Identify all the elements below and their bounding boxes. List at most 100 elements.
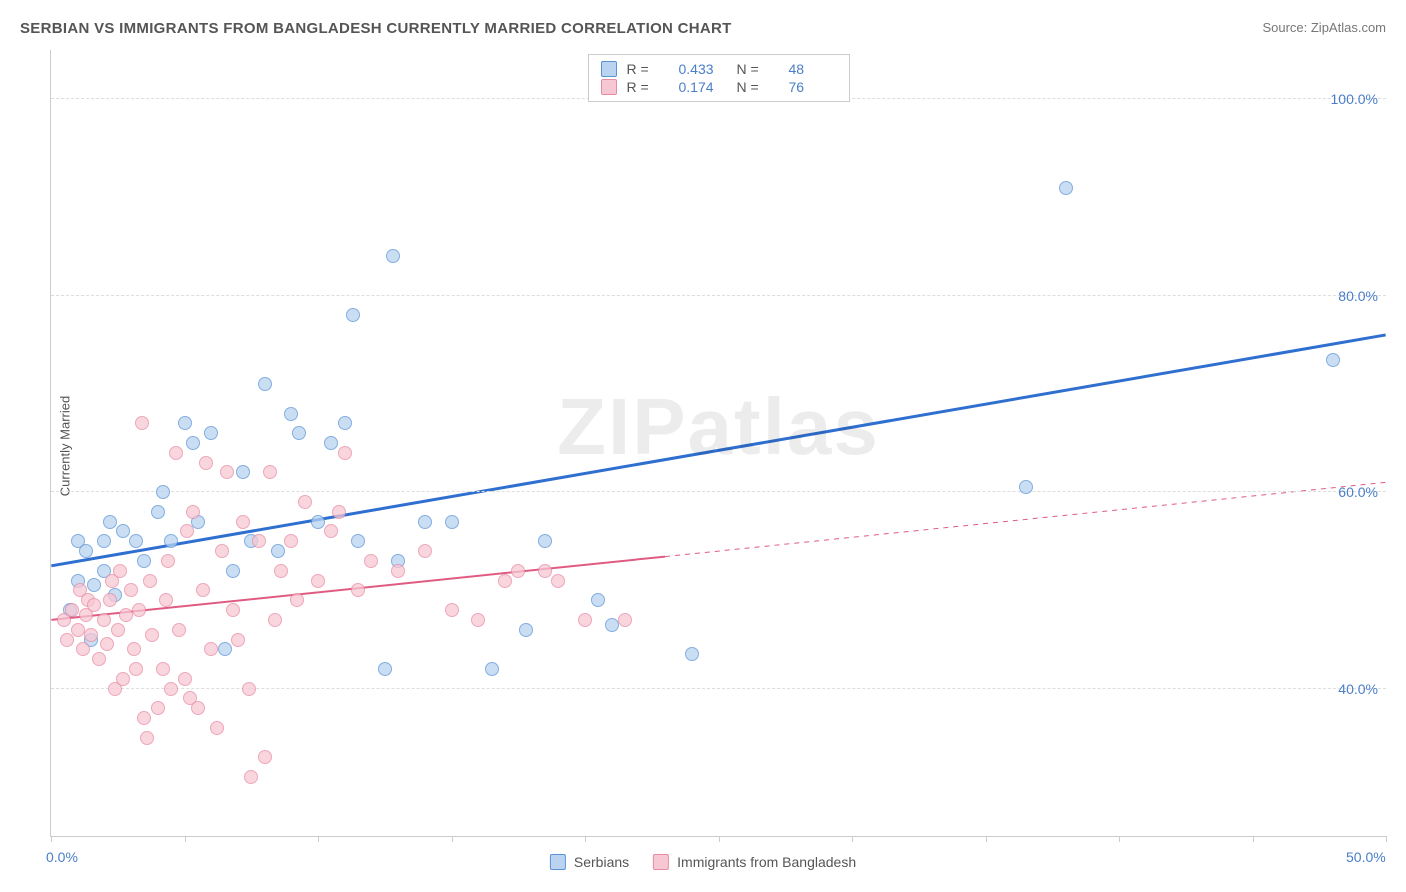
- scatter-point: [605, 618, 619, 632]
- scatter-point: [618, 613, 632, 627]
- scatter-point: [124, 583, 138, 597]
- scatter-point: [220, 465, 234, 479]
- scatter-point: [364, 554, 378, 568]
- scatter-point: [172, 623, 186, 637]
- scatter-point: [284, 534, 298, 548]
- scatter-point: [186, 436, 200, 450]
- scatter-point: [135, 416, 149, 430]
- scatter-point: [471, 613, 485, 627]
- x-tick: [719, 836, 720, 842]
- scatter-point: [386, 249, 400, 263]
- trend-lines-layer: [51, 50, 1386, 836]
- scatter-point: [210, 721, 224, 735]
- scatter-point: [258, 377, 272, 391]
- scatter-point: [378, 662, 392, 676]
- legend-stats-row: R = 0.174 N = 76: [601, 78, 837, 96]
- legend-series-label: Serbians: [574, 854, 629, 870]
- scatter-point: [79, 544, 93, 558]
- scatter-point: [119, 608, 133, 622]
- legend-swatch: [601, 61, 617, 77]
- x-tick: [318, 836, 319, 842]
- legend-stats-box: R =0.433N =48R =0.174N =76: [588, 54, 850, 102]
- scatter-point: [103, 515, 117, 529]
- scatter-point: [178, 416, 192, 430]
- scatter-point: [445, 515, 459, 529]
- scatter-point: [65, 603, 79, 617]
- scatter-point: [218, 642, 232, 656]
- scatter-point: [538, 564, 552, 578]
- scatter-point: [178, 672, 192, 686]
- scatter-point: [71, 623, 85, 637]
- scatter-point: [338, 416, 352, 430]
- scatter-point: [84, 628, 98, 642]
- scatter-point: [1059, 181, 1073, 195]
- legend-series-item: Serbians: [550, 854, 629, 870]
- scatter-point: [196, 583, 210, 597]
- gridline-horizontal: [51, 295, 1386, 296]
- scatter-point: [485, 662, 499, 676]
- x-tick: [852, 836, 853, 842]
- legend-n-value: 48: [789, 61, 837, 77]
- legend-r-value: 0.174: [679, 79, 727, 95]
- scatter-point: [156, 662, 170, 676]
- legend-swatch: [550, 854, 566, 870]
- scatter-point: [236, 515, 250, 529]
- legend-swatch: [601, 79, 617, 95]
- scatter-point: [292, 426, 306, 440]
- scatter-point: [215, 544, 229, 558]
- y-tick-label: 60.0%: [1338, 484, 1378, 500]
- scatter-point: [1326, 353, 1340, 367]
- legend-stats-row: R =0.433N =48: [601, 60, 837, 78]
- scatter-point: [391, 564, 405, 578]
- scatter-point: [551, 574, 565, 588]
- source-attribution: Source: ZipAtlas.com: [1262, 20, 1386, 35]
- scatter-point: [271, 544, 285, 558]
- scatter-point: [199, 456, 213, 470]
- scatter-point: [169, 446, 183, 460]
- scatter-point: [226, 603, 240, 617]
- scatter-point: [311, 574, 325, 588]
- scatter-point: [87, 578, 101, 592]
- scatter-point: [97, 534, 111, 548]
- legend-series-item: Immigrants from Bangladesh: [653, 854, 856, 870]
- scatter-point: [87, 598, 101, 612]
- legend-n-value: 76: [789, 79, 837, 95]
- scatter-point: [92, 652, 106, 666]
- scatter-point: [284, 407, 298, 421]
- scatter-point: [143, 574, 157, 588]
- scatter-point: [351, 583, 365, 597]
- scatter-point: [186, 505, 200, 519]
- legend-n-label: N =: [737, 61, 779, 77]
- scatter-point: [445, 603, 459, 617]
- scatter-point: [159, 593, 173, 607]
- legend-r-label: R =: [627, 79, 669, 95]
- scatter-point: [145, 628, 159, 642]
- scatter-point: [164, 534, 178, 548]
- scatter-point: [116, 524, 130, 538]
- scatter-point: [258, 750, 272, 764]
- scatter-point: [137, 711, 151, 725]
- scatter-point: [346, 308, 360, 322]
- legend-swatch: [653, 854, 669, 870]
- scatter-point: [268, 613, 282, 627]
- chart-title: SERBIAN VS IMMIGRANTS FROM BANGLADESH CU…: [20, 20, 1386, 37]
- scatter-point: [519, 623, 533, 637]
- scatter-point: [191, 701, 205, 715]
- x-tick: [1119, 836, 1120, 842]
- legend-r-label: R =: [627, 61, 669, 77]
- scatter-point: [578, 613, 592, 627]
- scatter-point: [252, 534, 266, 548]
- scatter-point: [236, 465, 250, 479]
- scatter-point: [290, 593, 304, 607]
- scatter-point: [113, 564, 127, 578]
- scatter-point: [116, 672, 130, 686]
- scatter-point: [137, 554, 151, 568]
- scatter-point: [140, 731, 154, 745]
- scatter-point: [164, 682, 178, 696]
- scatter-point: [132, 603, 146, 617]
- y-tick-label: 40.0%: [1338, 681, 1378, 697]
- scatter-point: [511, 564, 525, 578]
- legend-n-label: N =: [737, 79, 779, 95]
- scatter-point: [1019, 480, 1033, 494]
- scatter-point: [129, 662, 143, 676]
